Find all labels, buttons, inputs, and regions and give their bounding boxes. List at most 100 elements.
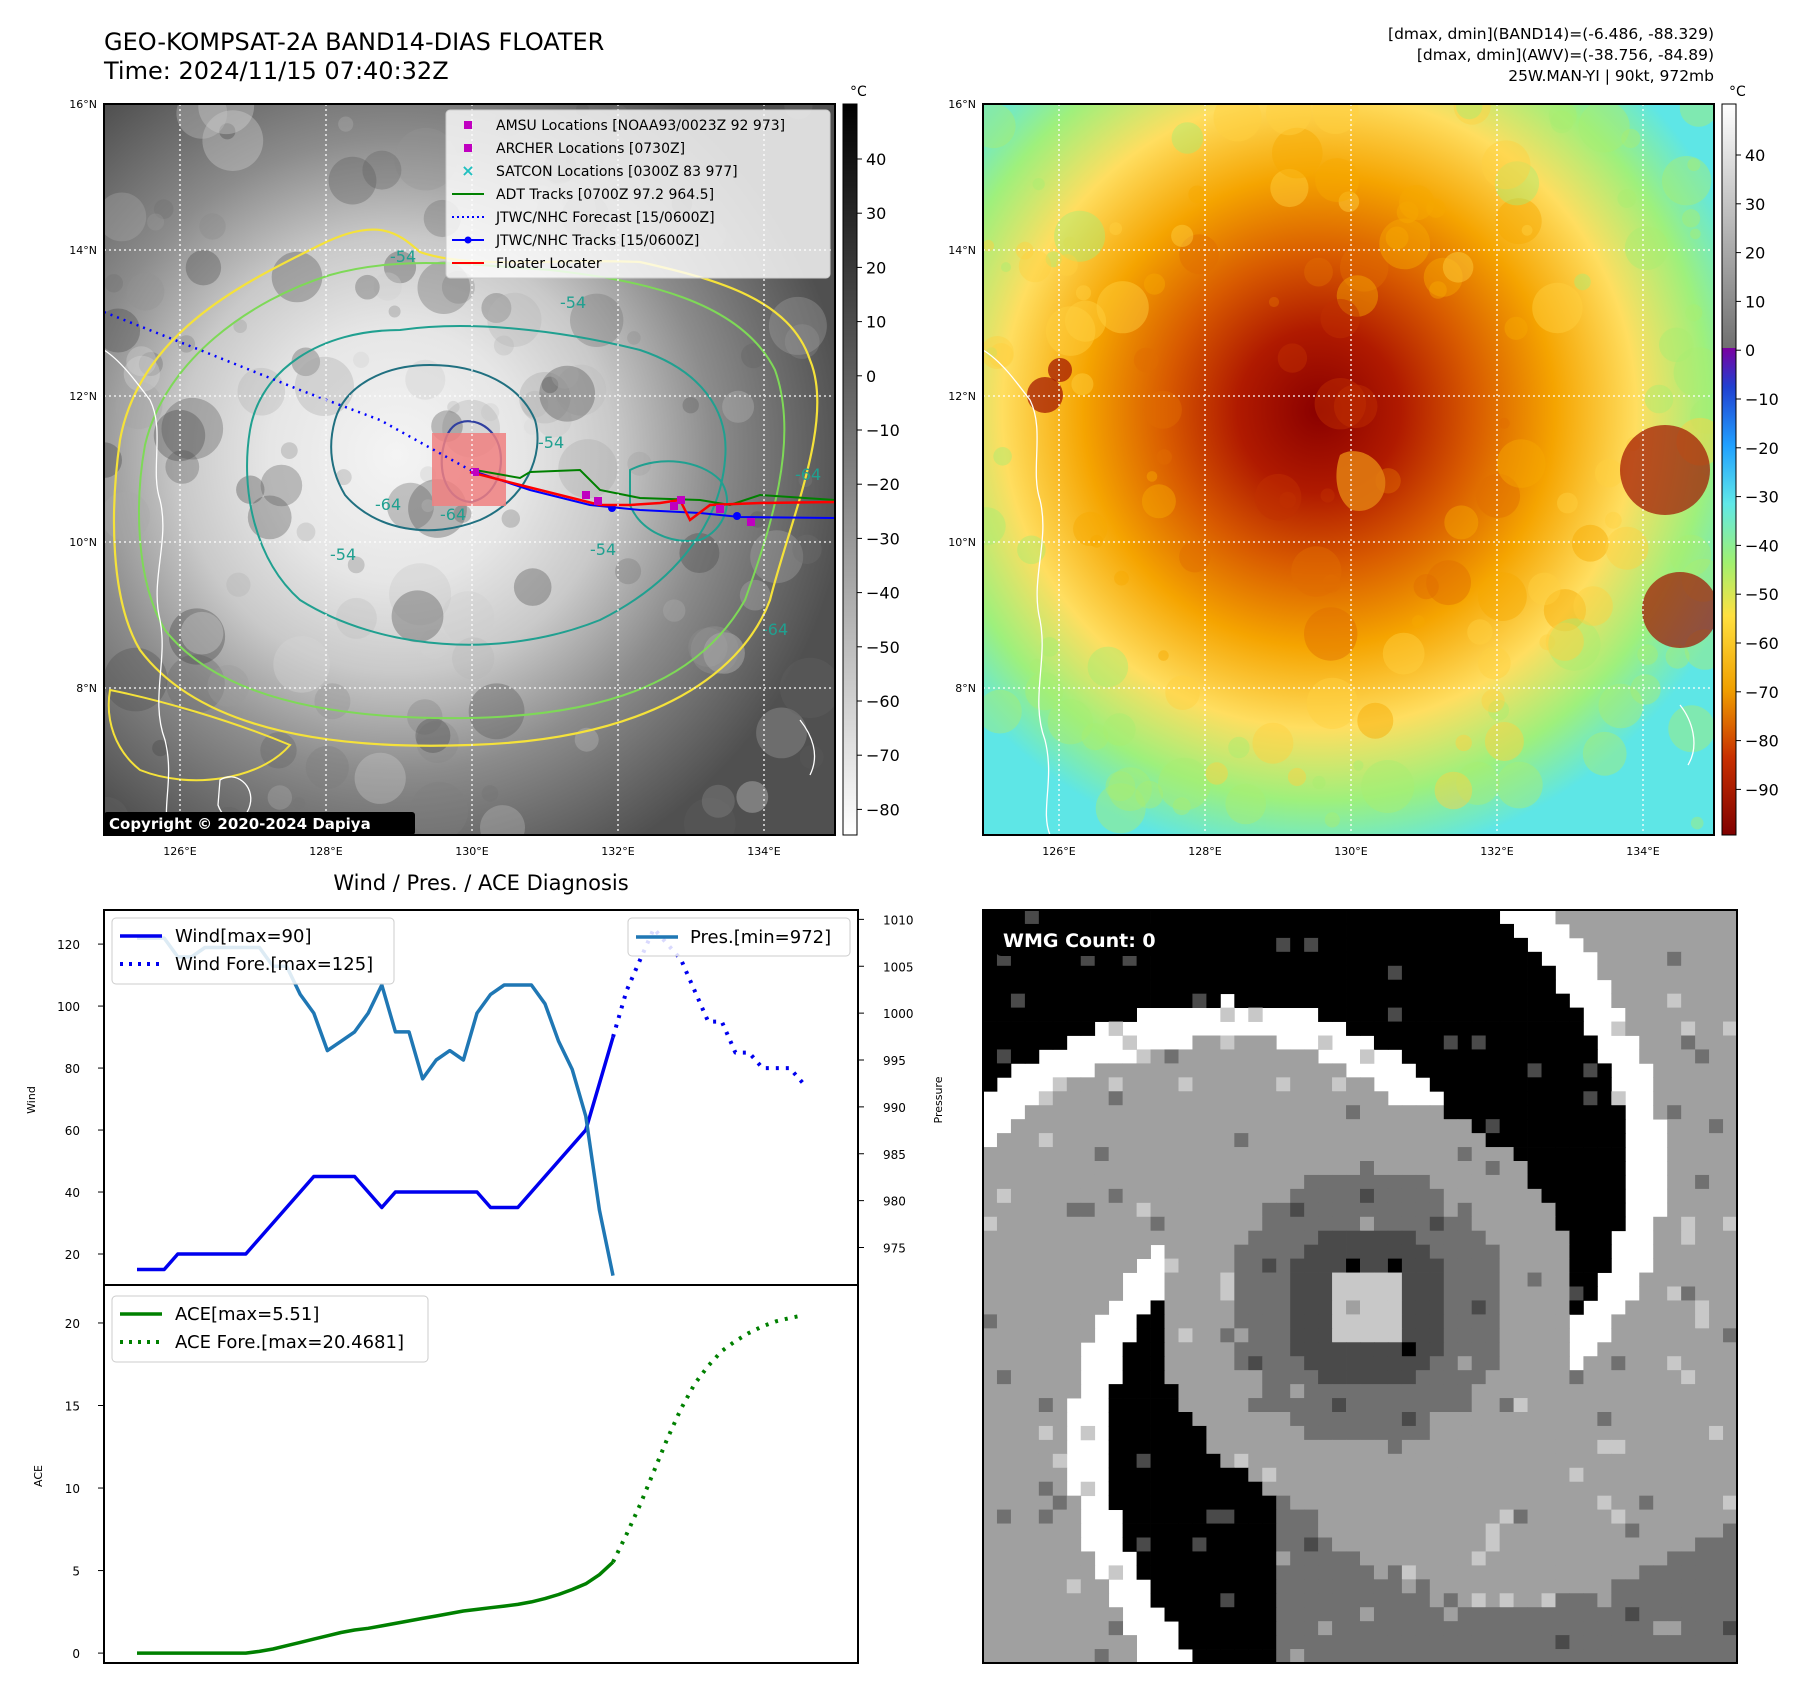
- wmg-pixel: [1387, 1481, 1403, 1497]
- wmg-pixel: [1220, 1174, 1235, 1190]
- wmg-pixel: [1150, 1551, 1165, 1566]
- wmg-pixel: [1653, 1412, 1668, 1427]
- wmg-pixel: [1443, 1509, 1459, 1524]
- wmg-pixel: [1164, 1119, 1179, 1134]
- wmg-pixel: [1038, 1105, 1054, 1120]
- wmg-pixel: [1443, 1007, 1459, 1022]
- wmg-pixel: [1415, 1370, 1431, 1385]
- wmg-pixel: [1485, 1439, 1501, 1455]
- wmg-pixel: [1150, 1398, 1165, 1413]
- wmg-pixel: [1164, 1523, 1179, 1538]
- wmg-pixel: [1513, 1314, 1528, 1329]
- cloud-blob: [410, 781, 469, 835]
- wmg-pixel: [1108, 1286, 1124, 1301]
- wmg-pixel: [1304, 1453, 1319, 1469]
- wmg-pixel: [1262, 1453, 1277, 1469]
- wmg-pixel: [1234, 1439, 1249, 1455]
- wmg-pixel: [1094, 1607, 1110, 1622]
- band14-cloud-texture: [104, 104, 835, 835]
- wmg-pixel: [1709, 1202, 1724, 1218]
- wmg-pixel: [1360, 1579, 1375, 1594]
- wmg-pixel: [1555, 910, 1570, 925]
- wmg-pixel: [1192, 1077, 1207, 1092]
- wmg-pixel: [1415, 1063, 1431, 1078]
- wmg-pixel: [1401, 1007, 1417, 1022]
- wmg-pixel: [1234, 1384, 1249, 1399]
- wmg-pixel: [1429, 1635, 1445, 1650]
- wmg-pixel: [1443, 1579, 1459, 1594]
- wmg-pixel: [1485, 979, 1501, 995]
- wmg-pixel: [1066, 993, 1082, 1009]
- wmg-pixel: [1010, 1161, 1026, 1176]
- wmg-pixel: [996, 1551, 1012, 1566]
- wmg-pixel: [1290, 1439, 1305, 1455]
- wmg-pixel: [1038, 1035, 1054, 1050]
- wmg-pixel: [1234, 910, 1249, 925]
- ace-tick-label: 15: [65, 1399, 80, 1413]
- wmg-pixel: [1555, 1398, 1570, 1413]
- wmg-pixel: [1387, 923, 1403, 939]
- wmg-pixel: [1429, 1161, 1445, 1176]
- wmg-pixel: [1401, 937, 1417, 953]
- wmg-pixel: [1276, 1188, 1291, 1204]
- cloud-blob: [233, 319, 247, 334]
- wmg-pixel: [1290, 910, 1305, 925]
- wmg-pixel: [1443, 1481, 1459, 1497]
- wmg-pixel: [1178, 1481, 1193, 1497]
- wmg-pixel: [1569, 1607, 1584, 1622]
- wmg-pixel: [1513, 1579, 1528, 1594]
- wmg-pixel: [1318, 1230, 1333, 1246]
- cloud-blob: [353, 351, 370, 368]
- wmg-pixel: [1290, 1537, 1305, 1552]
- wmg-pixel: [1122, 1230, 1137, 1246]
- wmg-pixel: [1499, 1244, 1514, 1260]
- wmg-pixel: [1248, 1202, 1263, 1218]
- wmg-pixel: [1429, 1105, 1445, 1120]
- wmg-pixel: [1346, 1495, 1361, 1511]
- wmg-pixel-grid: [983, 910, 1737, 1663]
- wmg-pixel: [1639, 1398, 1654, 1413]
- awv-blob: [1268, 296, 1280, 308]
- awv-blob: [1312, 104, 1359, 134]
- wmg-pixel: [1262, 965, 1277, 981]
- wmg-pixel: [1443, 1621, 1459, 1636]
- wmg-pixel: [1346, 1286, 1361, 1301]
- map-lon-tick: 126°E: [163, 845, 196, 858]
- wmg-pixel: [996, 1314, 1012, 1329]
- wmg-pixel: [1178, 1091, 1193, 1106]
- wmg-pixel: [1709, 1077, 1724, 1092]
- wmg-pixel: [1318, 1188, 1333, 1204]
- wmg-pixel: [1304, 1439, 1319, 1455]
- wmg-pixel: [1373, 937, 1389, 953]
- wmg-pixel: [996, 1188, 1012, 1204]
- wmg-pixel: [1555, 1230, 1570, 1246]
- wmg-pixel: [1443, 951, 1459, 967]
- wmg-pixel: [1527, 979, 1542, 995]
- wmg-pixel: [1262, 1370, 1277, 1385]
- wmg-pixel: [1346, 1119, 1361, 1134]
- contour-inner-teal: [330, 363, 539, 532]
- wmg-pixel: [1206, 1621, 1221, 1636]
- wmg-pixel: [1080, 1258, 1096, 1273]
- wmg-pixel: [983, 965, 998, 981]
- wmg-pixel: [1038, 993, 1054, 1009]
- wmg-pixel: [1457, 1300, 1473, 1315]
- wmg-pixel: [1346, 1481, 1361, 1497]
- wmg-pixel: [1695, 993, 1710, 1009]
- wmg-pixel: [1276, 1370, 1291, 1385]
- wmg-pixel: [1220, 1593, 1235, 1608]
- wmg-pixel: [1192, 979, 1207, 995]
- wmg-pixel: [1150, 993, 1165, 1009]
- wmg-pixel: [1206, 1495, 1221, 1511]
- wmg-pixel: [1499, 1593, 1514, 1608]
- wmg-pixel: [1373, 951, 1389, 967]
- wmg-pixel: [1122, 1412, 1137, 1427]
- cloud-blob: [104, 491, 150, 541]
- wmg-pixel: [1038, 1551, 1054, 1566]
- wmg-pixel: [1122, 1467, 1137, 1483]
- wmg-pixel: [1080, 1021, 1096, 1036]
- wmg-pixel: [1709, 1035, 1724, 1050]
- wmg-pixel: [1373, 1398, 1389, 1413]
- wmg-pixel: [1080, 1551, 1096, 1566]
- wmg-pixel: [1052, 1007, 1068, 1022]
